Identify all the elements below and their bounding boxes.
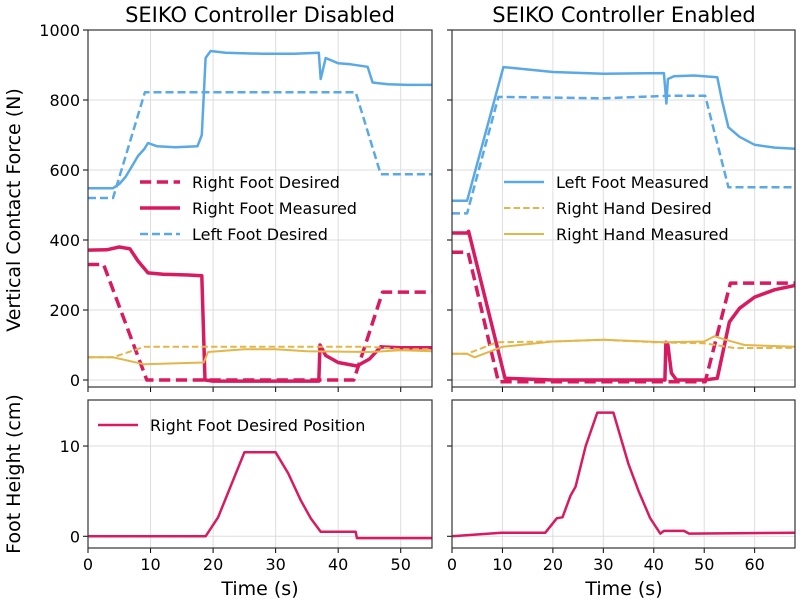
- series-line-left-foot-desired: [88, 91, 432, 200]
- axes-frame: [451, 29, 796, 388]
- series-group: [88, 451, 432, 540]
- y-tick-label: 1000: [39, 21, 80, 40]
- axes-frame: [87, 399, 433, 549]
- x-tick-label: 40: [644, 555, 664, 574]
- y-tick-label: 200: [49, 301, 80, 320]
- series-line-right-hand-desired: [452, 338, 795, 355]
- series-line-right-foot-desired-position: [452, 411, 795, 538]
- x-tick-label: 10: [492, 555, 512, 574]
- axes-panel-2: 0 10 20 30 40 50 0 10 Right Foot Desired Positio…: [60, 399, 433, 574]
- xlabel-left: Time (s): [220, 578, 298, 600]
- y-tick-label: 400: [49, 231, 80, 250]
- x-tick-label: 60: [744, 555, 764, 574]
- x-tick-label: 40: [328, 555, 348, 574]
- legend-label: Right Foot Measured: [192, 199, 357, 218]
- legend: Left Foot Measured Right Hand Desired Righ…: [504, 173, 729, 244]
- legend-label: Left Foot Desired: [192, 225, 328, 244]
- series-group: [452, 411, 795, 538]
- ylabel-force: Vertical Contact Force (N): [3, 88, 25, 332]
- title-enabled: SEIKO Controller Enabled: [492, 3, 755, 27]
- y-tick-label: 10: [60, 437, 80, 456]
- series-line-left-foot-measured: [88, 49, 432, 190]
- x-tick-label: 30: [593, 555, 613, 574]
- x-tick-label: 10: [140, 555, 160, 574]
- y-tick-label: 800: [49, 91, 80, 110]
- axes-panel-1: Left Foot Measured Right Hand Desired Righ…: [447, 29, 796, 392]
- x-tick-label: 30: [265, 555, 285, 574]
- y-tick-label: 600: [49, 161, 80, 180]
- x-tick-label: 20: [543, 555, 563, 574]
- series-line-left-foot-desired: [452, 94, 795, 215]
- legend-label: Right Foot Desired Position: [150, 416, 365, 435]
- axes-panel-3: 0 10 20 30 40 50 60: [447, 399, 796, 574]
- axes-frame: [87, 29, 433, 388]
- series-line-right-foot-measured: [88, 245, 432, 383]
- x-tick-label: 0: [447, 555, 457, 574]
- x-tick-label: 20: [203, 555, 223, 574]
- legend-label: Right Foot Desired: [192, 173, 340, 192]
- series-group: [88, 49, 432, 383]
- xlabel-right: Time (s): [584, 578, 662, 600]
- legend-label: Right Hand Desired: [556, 199, 712, 218]
- legend-label: Right Hand Measured: [556, 225, 729, 244]
- series-line-right-foot-desired: [452, 250, 795, 384]
- ylabel-height: Foot Height (cm): [3, 394, 25, 554]
- series-group: [452, 65, 795, 384]
- x-tick-label: 0: [83, 555, 93, 574]
- axes-frame: [451, 399, 796, 549]
- y-tick-label: 0: [70, 371, 80, 390]
- series-line-right-foot-desired-position: [88, 451, 432, 540]
- legend: Right Foot Desired Right Foot Measured Lef…: [140, 173, 357, 244]
- y-tick-label: 0: [70, 527, 80, 546]
- series-line-right-hand-measured: [452, 335, 795, 359]
- x-tick-label: 50: [391, 555, 411, 574]
- series-line-left-foot-measured: [452, 65, 795, 203]
- title-disabled: SEIKO Controller Disabled: [125, 3, 395, 27]
- legend-label: Left Foot Measured: [556, 173, 709, 192]
- legend: Right Foot Desired Position: [98, 416, 365, 435]
- series-line-right-hand-measured: [88, 348, 432, 366]
- series-line-right-foot-measured: [452, 229, 795, 382]
- x-tick-label: 50: [694, 555, 714, 574]
